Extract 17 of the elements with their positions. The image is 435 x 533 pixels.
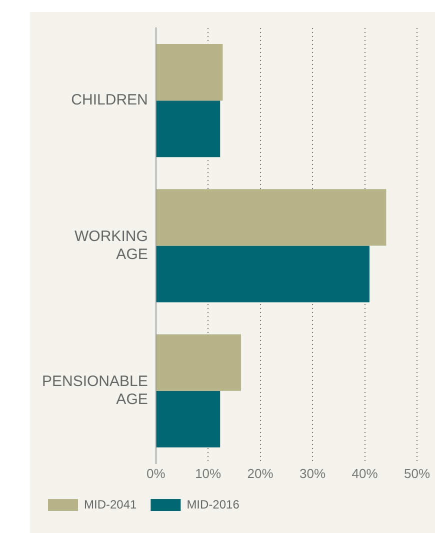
bar: [156, 44, 223, 101]
bar: [156, 189, 386, 246]
legend-label: MID-2016: [186, 497, 240, 512]
legend-label: MID-2041: [84, 497, 138, 512]
x-tick-label: 30%: [300, 466, 326, 481]
bar: [156, 390, 220, 448]
x-tick-label: 10%: [195, 466, 222, 481]
y-tick-label: CHILDREN: [71, 92, 148, 109]
y-tick-label: PENSIONABLE AGE: [42, 372, 148, 408]
x-tick-label: 40%: [352, 466, 378, 481]
bar: [156, 246, 370, 302]
x-tick-label: 20%: [247, 466, 274, 481]
bar: [156, 334, 241, 391]
x-tick-label: 0%: [146, 466, 166, 481]
bar: [156, 100, 220, 158]
x-tick-label: 50%: [404, 466, 430, 481]
y-tick-label: WORKING AGE: [74, 228, 148, 263]
